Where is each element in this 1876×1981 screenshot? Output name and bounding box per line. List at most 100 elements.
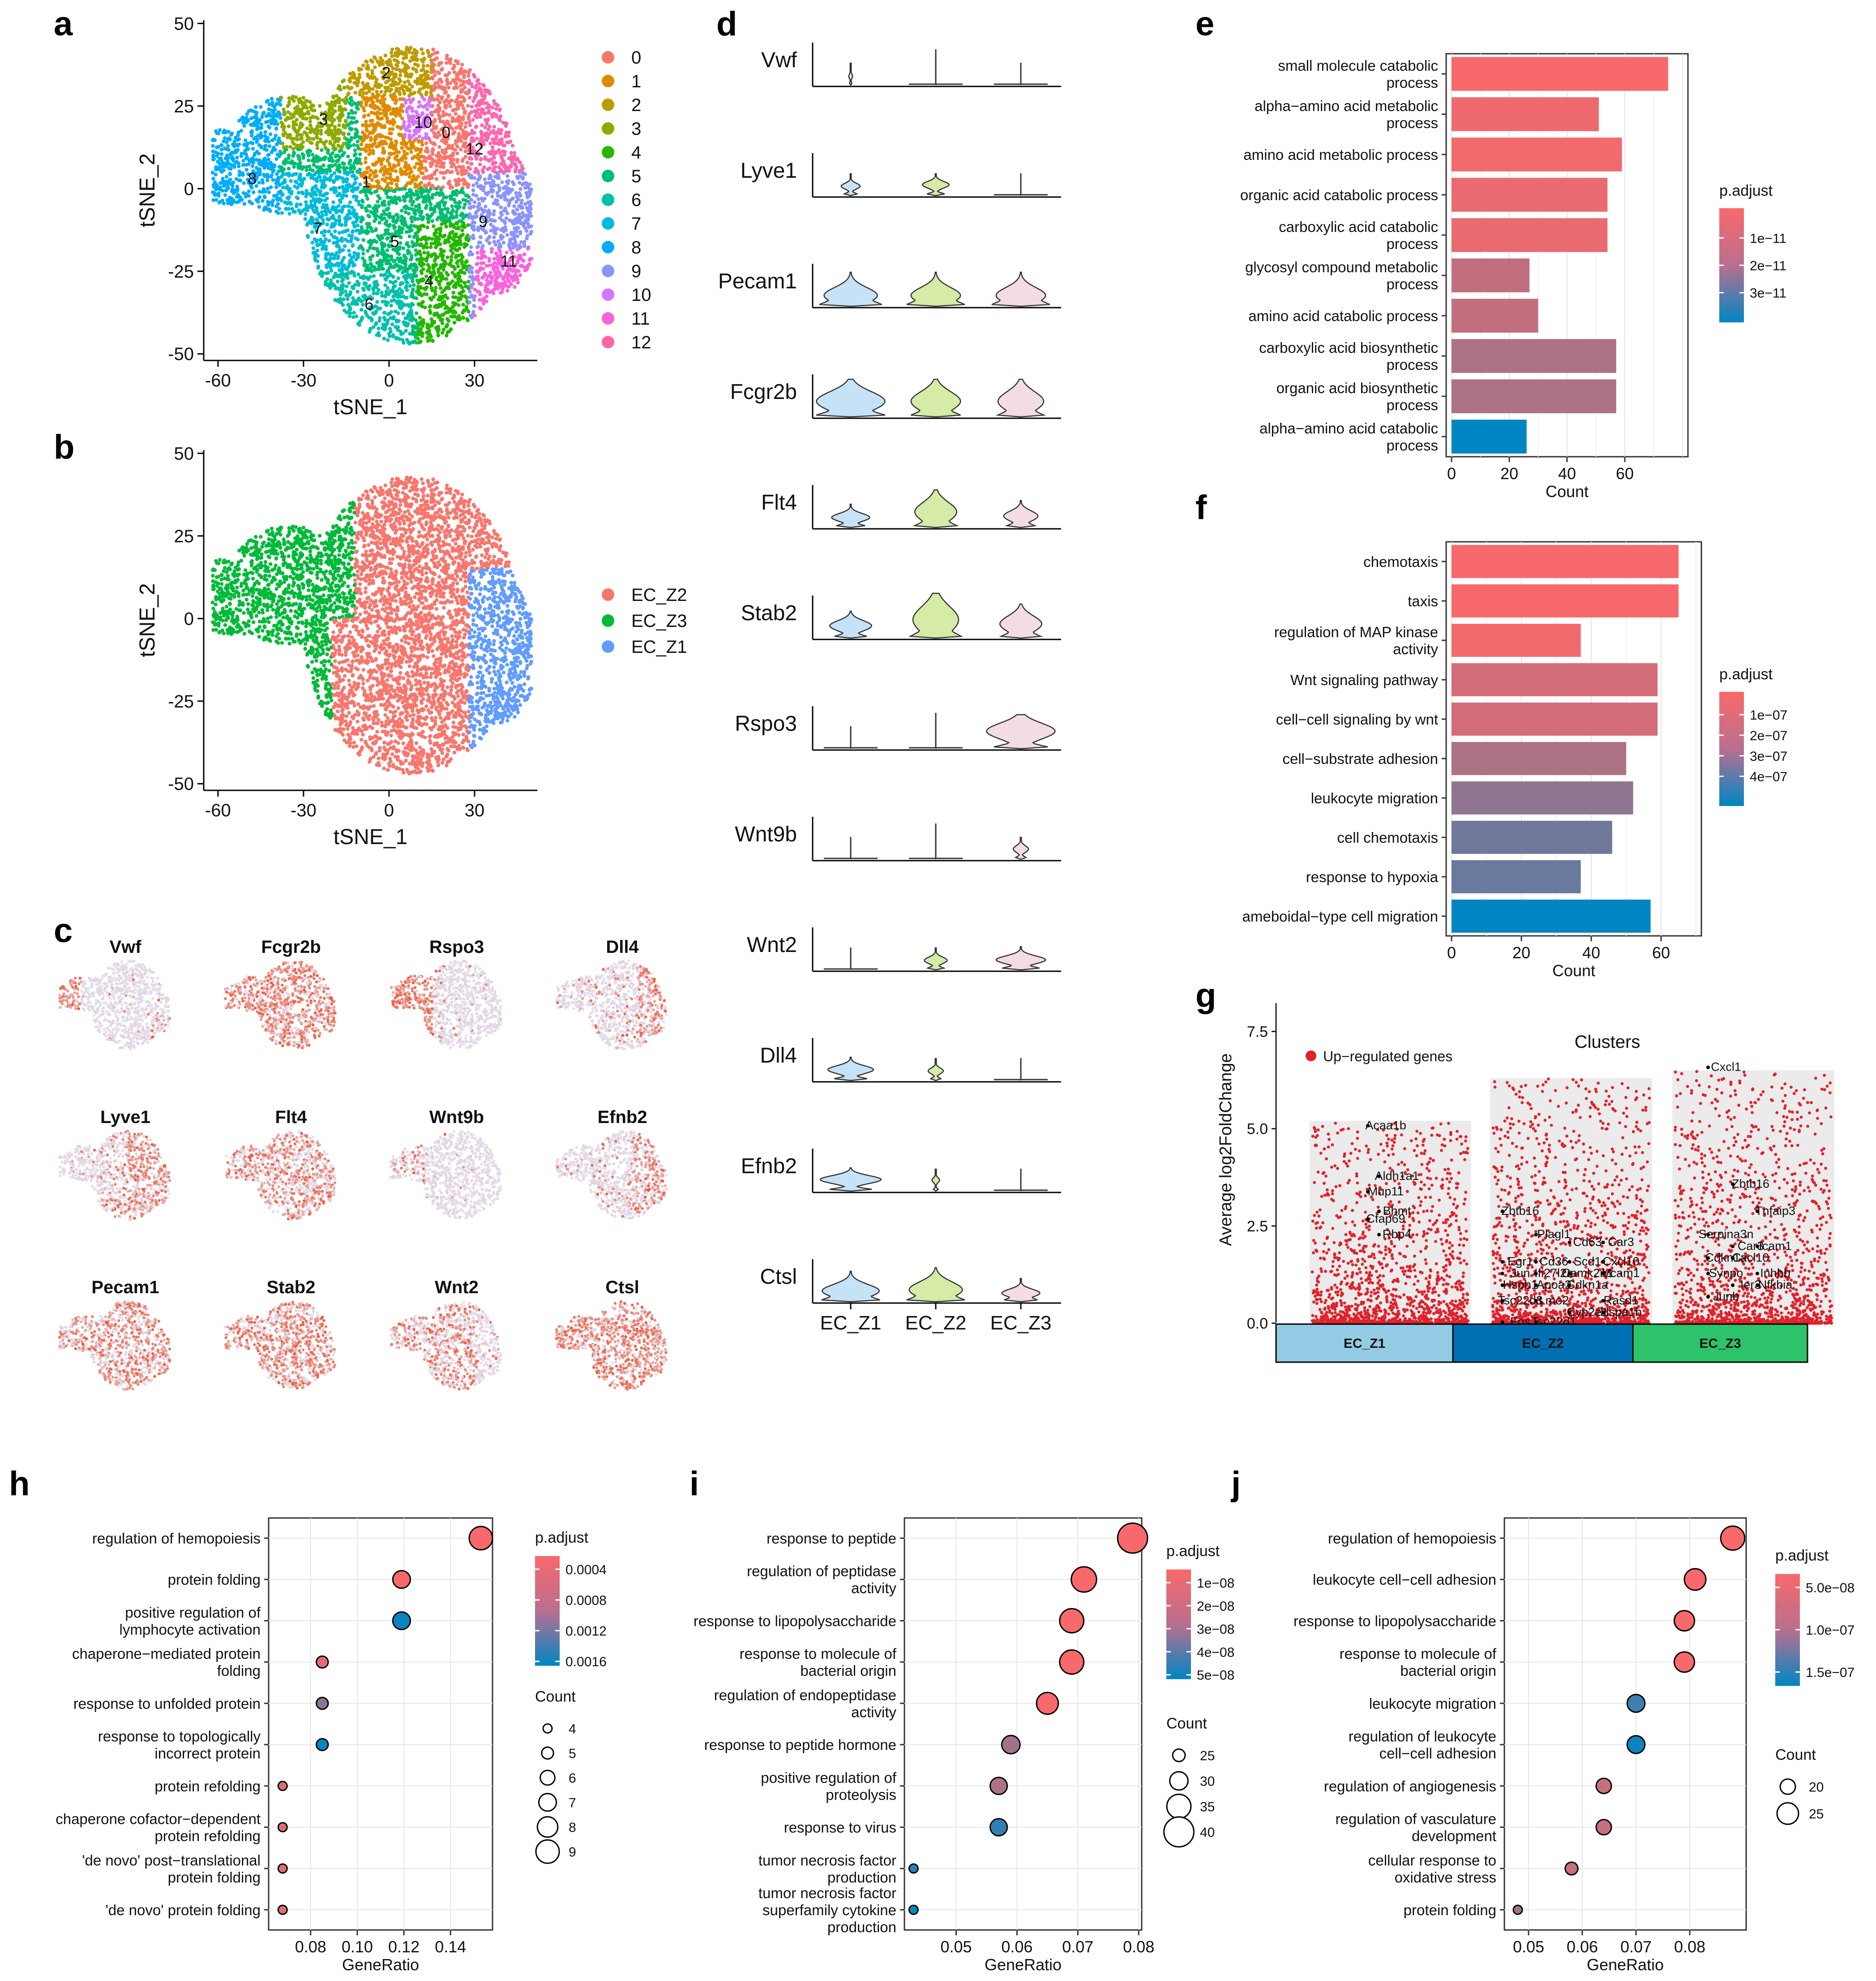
- cell-point: [483, 125, 487, 129]
- cell-point: [508, 239, 512, 243]
- cell-point: [375, 99, 380, 103]
- cell-point: [247, 189, 251, 193]
- cell-point: [491, 145, 495, 149]
- cell-point: [251, 147, 255, 151]
- cell-point: [365, 313, 369, 317]
- cell-point: [426, 149, 430, 153]
- cell-point: [411, 174, 415, 178]
- cell-point: [499, 162, 503, 166]
- cell-point: [500, 180, 504, 184]
- cell-point: [381, 326, 385, 330]
- cell-point: [242, 124, 246, 128]
- cell-point: [394, 201, 398, 205]
- cell-point: [340, 236, 344, 240]
- cell-point: [211, 190, 215, 194]
- cell-point: [503, 220, 507, 224]
- cell-point: [366, 277, 370, 281]
- cell-point: [218, 156, 222, 161]
- cell-point: [302, 130, 307, 134]
- panel-label-h: h: [9, 1464, 30, 1503]
- cell-point: [237, 173, 241, 177]
- y-tick-label: -50: [168, 344, 194, 364]
- cell-point: [479, 266, 483, 270]
- cell-point: [274, 210, 278, 214]
- cell-point: [415, 114, 420, 118]
- cell-point: [357, 157, 362, 161]
- cell-point: [454, 112, 458, 116]
- cell-point: [326, 217, 330, 221]
- cell-point: [451, 223, 456, 227]
- cell-point: [348, 311, 352, 315]
- cell-point: [403, 210, 408, 214]
- cell-point: [266, 157, 270, 162]
- cell-point: [379, 161, 383, 165]
- cell-point: [445, 255, 450, 259]
- cell-point: [214, 188, 218, 192]
- cell-point: [336, 116, 340, 120]
- cell-point: [467, 253, 471, 257]
- cell-point: [338, 149, 342, 153]
- cell-point: [399, 107, 403, 111]
- cell-point: [301, 156, 305, 160]
- cell-point: [226, 144, 230, 148]
- cell-point: [379, 99, 383, 103]
- cell-point: [348, 159, 352, 163]
- cell-point: [390, 254, 394, 258]
- cell-point: [347, 314, 351, 318]
- cell-point: [396, 276, 400, 280]
- panel-label-g: g: [1195, 976, 1216, 1015]
- cell-point: [282, 161, 286, 165]
- cell-point: [451, 251, 455, 255]
- cell-point: [366, 85, 370, 89]
- cell-point: [502, 143, 506, 148]
- cell-point: [371, 92, 375, 96]
- cell-point: [389, 51, 394, 55]
- cell-point: [486, 212, 491, 217]
- cell-point: [372, 292, 376, 296]
- cell-point: [508, 245, 512, 250]
- cell-point: [462, 182, 466, 186]
- cell-point: [442, 203, 446, 207]
- cell-point: [479, 216, 483, 220]
- cell-point: [407, 117, 411, 121]
- cell-point: [281, 132, 285, 137]
- cell-point: [291, 94, 295, 99]
- cell-point: [457, 303, 461, 307]
- cell-point: [353, 283, 357, 287]
- cell-point: [330, 173, 334, 177]
- cell-point: [472, 214, 476, 219]
- cell-point: [321, 205, 325, 210]
- cell-point: [410, 219, 414, 224]
- cell-point: [347, 122, 351, 126]
- cell-point: [266, 172, 270, 177]
- cell-point: [306, 173, 310, 177]
- cell-point: [329, 187, 333, 191]
- cell-point: [403, 296, 408, 300]
- cell-point: [455, 222, 459, 226]
- cell-point: [391, 118, 395, 122]
- cell-point: [510, 251, 514, 255]
- cell-point: [430, 196, 434, 200]
- cell-point: [478, 140, 482, 144]
- cell-point: [411, 279, 415, 283]
- cell-point: [452, 64, 456, 68]
- cell-point: [274, 133, 278, 138]
- cell-point: [310, 103, 314, 107]
- cell-point: [442, 196, 446, 200]
- cell-point: [362, 288, 366, 292]
- cell-point: [430, 158, 435, 162]
- cell-point: [267, 144, 272, 148]
- cell-point: [368, 148, 372, 152]
- cell-point: [254, 171, 259, 175]
- cell-point: [450, 270, 454, 275]
- cell-point: [338, 297, 343, 301]
- cell-point: [337, 186, 342, 190]
- cell-point: [374, 123, 378, 127]
- cell-point: [519, 222, 524, 226]
- cell-point: [304, 189, 308, 193]
- cell-point: [438, 115, 442, 119]
- cell-point: [374, 291, 379, 296]
- cell-point: [255, 120, 259, 125]
- cell-point: [396, 111, 400, 115]
- cell-point: [419, 339, 423, 343]
